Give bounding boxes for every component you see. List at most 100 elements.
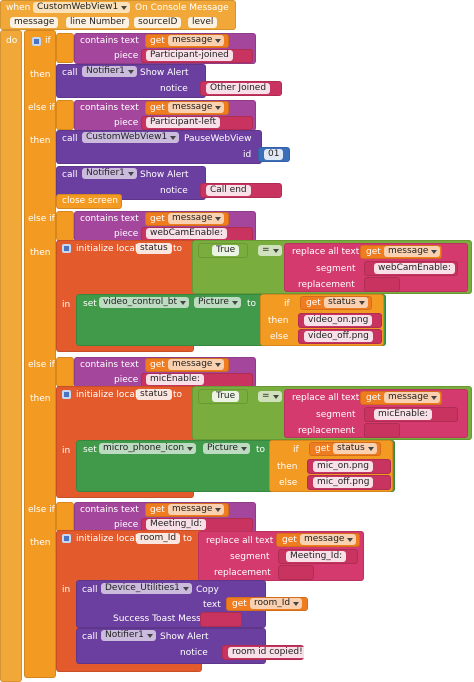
text-value: Other Joined [206, 83, 271, 94]
label: call [82, 585, 98, 595]
label: if [293, 445, 299, 455]
variable-dropdown: message [168, 213, 225, 224]
label: then [268, 316, 289, 326]
variable-dropdown: room_Id [250, 598, 303, 609]
text-block [364, 277, 400, 292]
component-dropdown: Notifier1 [82, 66, 137, 77]
label: initialize local [76, 244, 138, 254]
if-block [24, 30, 56, 678]
label: call [82, 632, 98, 642]
label: else if [28, 214, 55, 224]
label: to [247, 299, 257, 309]
component-dropdown: micro_phone_icon [99, 443, 197, 454]
variable-dropdown: message [384, 392, 441, 403]
variable-dropdown: status [333, 443, 377, 454]
component-dropdown: video_control_bt [99, 297, 190, 308]
property-dropdown: Picture [203, 443, 250, 454]
connector [56, 33, 74, 63]
label: Show Alert [140, 68, 189, 78]
variable-dropdown: message [168, 35, 225, 46]
variable-dropdown: message [384, 246, 441, 257]
variable-dropdown: message [168, 504, 225, 515]
boolean-value: True [212, 391, 240, 402]
parameter: sourceID [134, 17, 182, 28]
label: get [366, 393, 381, 403]
label: else [270, 332, 289, 342]
text-value: Participant-joined [146, 50, 233, 61]
label: get [315, 444, 330, 454]
label: Success Toast Message [113, 614, 218, 624]
label: replacement [298, 280, 355, 290]
label: PauseWebView [184, 134, 252, 144]
label: to [173, 390, 183, 400]
label: to [183, 534, 193, 544]
label: in [62, 300, 71, 310]
label: set [83, 299, 97, 309]
label: id [243, 150, 252, 160]
label: get [306, 298, 321, 308]
label: Show Alert [140, 170, 189, 180]
parameter: level [188, 17, 218, 28]
text-value: video_on.png [304, 315, 373, 326]
connector [56, 357, 74, 387]
label: if [45, 36, 51, 46]
label: then [277, 462, 298, 472]
label: then [30, 394, 51, 404]
text-value: webCamEnable: [374, 263, 455, 274]
label: initialize local [76, 390, 138, 400]
label: contains text [80, 103, 139, 113]
label: replace all text [292, 393, 360, 403]
text-value: webCamEnable: [146, 228, 227, 239]
variable-dropdown: message [168, 359, 225, 370]
operator-dropdown: = [258, 245, 282, 256]
label: segment [316, 410, 356, 420]
text-value: mic_off.png [313, 477, 374, 488]
local-name: room_Id [136, 533, 181, 544]
text-block [278, 565, 314, 580]
label: notice [180, 648, 208, 658]
label: notice [160, 84, 188, 94]
label: piece [114, 118, 139, 128]
operator-dropdown: = [258, 391, 282, 402]
label: replacement [214, 568, 271, 578]
label: replacement [298, 426, 355, 436]
label: contains text [80, 214, 139, 224]
label: get [366, 247, 381, 257]
label: when [6, 3, 31, 13]
label: piece [114, 229, 139, 239]
property-dropdown: Picture [194, 297, 241, 308]
label: Show Alert [160, 632, 209, 642]
label: call [62, 134, 78, 144]
label: notice [160, 186, 188, 196]
label: then [30, 248, 51, 258]
label: to [173, 244, 183, 254]
text-block [364, 423, 400, 438]
text-value: Meeting_Id: [286, 551, 347, 562]
label: piece [114, 375, 139, 385]
gear-icon [62, 244, 71, 253]
label: contains text [80, 505, 139, 515]
label: piece [114, 520, 139, 530]
label: then [30, 538, 51, 548]
gear-icon [62, 534, 71, 543]
label: get [150, 214, 165, 224]
label: to [256, 445, 266, 455]
label: in [62, 585, 71, 595]
text-value: Call end [206, 185, 251, 196]
label: contains text [80, 360, 139, 370]
label: set [83, 445, 97, 455]
label: initialize local [76, 534, 138, 544]
text-value: Participant-left [146, 117, 221, 128]
label: replace all text [206, 536, 274, 546]
variable-dropdown: message [300, 534, 357, 545]
label: get [282, 535, 297, 545]
gear-icon [32, 37, 41, 46]
event-body [0, 30, 22, 682]
text-value: video_off.png [304, 331, 373, 342]
label: else if [28, 360, 55, 370]
parameter: message [10, 17, 59, 28]
parameter: line Number [66, 17, 130, 28]
label: get [150, 505, 165, 515]
connector [56, 502, 74, 532]
label: get [150, 103, 165, 113]
